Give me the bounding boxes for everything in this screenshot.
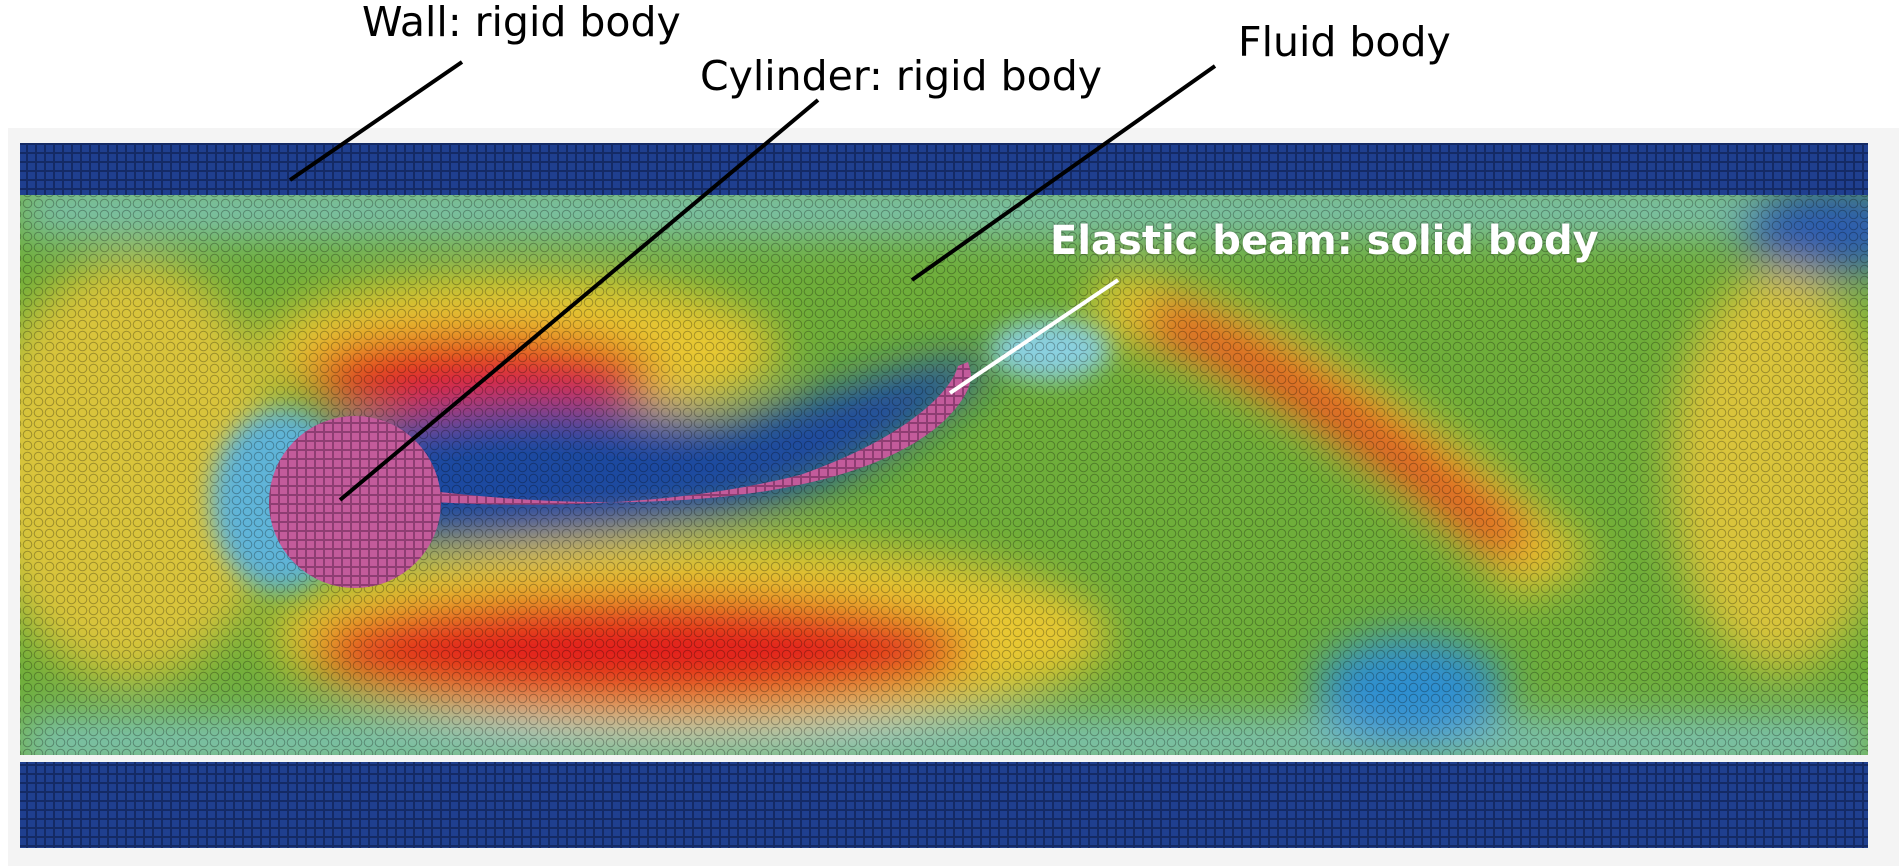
elastic-beam-label: Elastic beam: solid body: [1050, 218, 1599, 264]
wall-leader-line: [288, 60, 464, 182]
cylinder-label: Cylinder: rigid body: [700, 52, 1103, 100]
beam-leader-line: [948, 278, 1120, 395]
bottom-wall: [20, 762, 1868, 848]
fluid-leader-line: [910, 64, 1217, 282]
cylinder-and-beam: [269, 362, 971, 588]
wall-label: Wall: rigid body: [362, 0, 681, 46]
fluid-label: Fluid body: [1238, 18, 1451, 66]
cylinder-leader-line: [338, 98, 820, 502]
top-wall: [20, 143, 1868, 195]
